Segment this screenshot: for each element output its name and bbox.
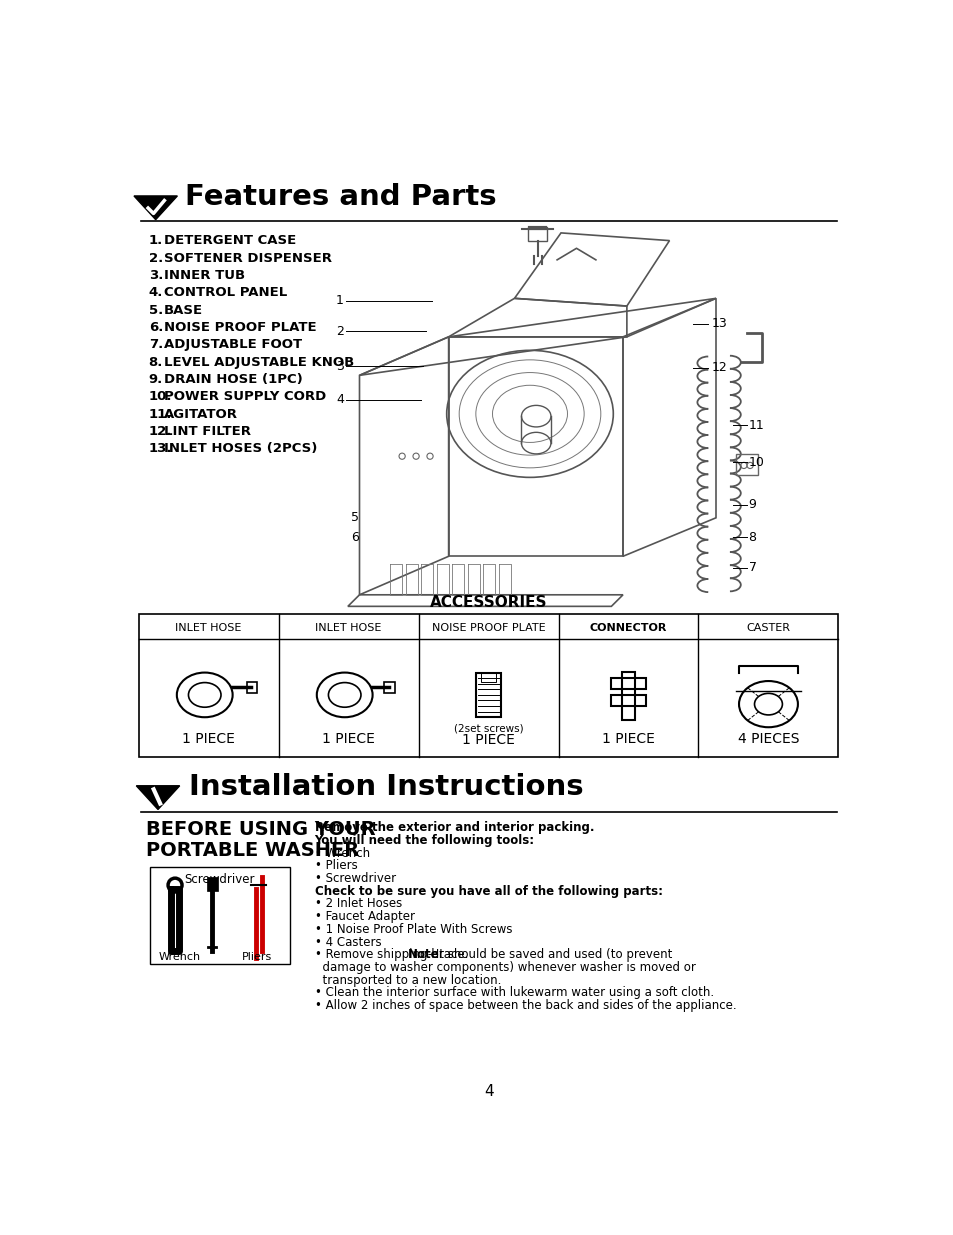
- Text: 3.: 3.: [149, 269, 163, 282]
- Text: DETERGENT CASE: DETERGENT CASE: [164, 235, 296, 247]
- Text: 1 PIECE: 1 PIECE: [461, 734, 515, 747]
- Text: • Pliers: • Pliers: [314, 860, 357, 872]
- Text: 12: 12: [711, 361, 727, 374]
- Text: Wrench: Wrench: [158, 952, 200, 962]
- Text: CONNECTOR: CONNECTOR: [589, 622, 666, 632]
- Text: • 2 Inlet Hoses: • 2 Inlet Hoses: [314, 898, 401, 910]
- Text: 6: 6: [352, 531, 359, 543]
- Text: 1: 1: [335, 294, 344, 308]
- Text: 4.: 4.: [149, 287, 163, 299]
- Text: 1 PIECE: 1 PIECE: [182, 732, 234, 746]
- Text: 11: 11: [748, 419, 763, 432]
- Polygon shape: [133, 196, 177, 220]
- Text: Features and Parts: Features and Parts: [185, 183, 497, 211]
- Text: Check to be sure you have all of the following parts:: Check to be sure you have all of the fol…: [314, 884, 661, 898]
- Text: • 4 Casters: • 4 Casters: [314, 936, 381, 948]
- Text: 2: 2: [335, 325, 344, 338]
- Text: 1.: 1.: [149, 235, 163, 247]
- Text: 8: 8: [748, 531, 756, 543]
- Text: (2set screws): (2set screws): [454, 722, 523, 734]
- Text: PORTABLE WASHER: PORTABLE WASHER: [146, 841, 359, 861]
- Text: 4 PIECES: 4 PIECES: [737, 732, 799, 746]
- Text: CONTROL PANEL: CONTROL PANEL: [164, 287, 287, 299]
- Text: 7: 7: [748, 562, 756, 574]
- Text: 4: 4: [335, 394, 344, 406]
- Text: INNER TUB: INNER TUB: [164, 269, 245, 282]
- Text: • Faucet Adapter: • Faucet Adapter: [314, 910, 415, 923]
- Text: 7.: 7.: [149, 338, 163, 352]
- Text: 1 PIECE: 1 PIECE: [322, 732, 375, 746]
- Text: 12.: 12.: [149, 425, 172, 438]
- Text: NOISE PROOF PLATE: NOISE PROOF PLATE: [432, 622, 545, 632]
- FancyBboxPatch shape: [207, 877, 217, 892]
- Polygon shape: [136, 785, 179, 809]
- Text: 2.: 2.: [149, 252, 163, 264]
- Text: • Wrench: • Wrench: [314, 846, 369, 860]
- Text: damage to washer components) whenever washer is moved or: damage to washer components) whenever wa…: [314, 961, 695, 974]
- Text: DRAIN HOSE (1PC): DRAIN HOSE (1PC): [164, 373, 303, 387]
- Text: INLET HOSE: INLET HOSE: [175, 622, 241, 632]
- Text: 9.: 9.: [149, 373, 163, 387]
- Text: 4: 4: [483, 1084, 494, 1099]
- Text: LEVEL ADJUSTABLE KNOB: LEVEL ADJUSTABLE KNOB: [164, 356, 355, 369]
- Text: CASTER: CASTER: [745, 622, 790, 632]
- Text: 11.: 11.: [149, 408, 172, 421]
- Text: Screwdriver: Screwdriver: [185, 873, 255, 887]
- Text: Pliers: Pliers: [242, 952, 272, 962]
- Text: INLET HOSE: INLET HOSE: [315, 622, 381, 632]
- Text: BASE: BASE: [164, 304, 203, 316]
- Text: - It should be saved and used (to prevent: - It should be saved and used (to preven…: [423, 948, 671, 961]
- Text: NOISE PROOF PLATE: NOISE PROOF PLATE: [164, 321, 316, 333]
- Text: 5.: 5.: [149, 304, 163, 316]
- Text: POWER SUPPLY CORD: POWER SUPPLY CORD: [164, 390, 326, 404]
- Text: Installation Instructions: Installation Instructions: [189, 773, 583, 802]
- Text: • Screwdriver: • Screwdriver: [314, 872, 395, 885]
- Text: ADJUSTABLE FOOT: ADJUSTABLE FOOT: [164, 338, 302, 352]
- Text: • Remove shipping brace.: • Remove shipping brace.: [314, 948, 471, 961]
- Text: Note: Note: [407, 948, 438, 961]
- Text: 6.: 6.: [149, 321, 163, 333]
- Text: Remove the exterior and interior packing.: Remove the exterior and interior packing…: [314, 821, 594, 834]
- Text: SOFTENER DISPENSER: SOFTENER DISPENSER: [164, 252, 332, 264]
- Text: 13.: 13.: [149, 442, 172, 456]
- Text: AGITATOR: AGITATOR: [164, 408, 238, 421]
- Text: • 1 Noise Proof Plate With Screws: • 1 Noise Proof Plate With Screws: [314, 923, 512, 936]
- Text: 10: 10: [748, 456, 763, 469]
- Text: 8.: 8.: [149, 356, 163, 369]
- Text: 9: 9: [748, 498, 756, 511]
- Text: ACCESSORIES: ACCESSORIES: [430, 595, 547, 610]
- Text: 3: 3: [335, 359, 344, 373]
- Text: 13: 13: [711, 317, 727, 330]
- Text: BEFORE USING YOUR: BEFORE USING YOUR: [146, 820, 375, 839]
- Text: 5: 5: [351, 511, 359, 525]
- Text: • Clean the interior surface with lukewarm water using a soft cloth.: • Clean the interior surface with lukewa…: [314, 987, 713, 999]
- Text: 10.: 10.: [149, 390, 172, 404]
- Text: • Allow 2 inches of space between the back and sides of the appliance.: • Allow 2 inches of space between the ba…: [314, 999, 736, 1011]
- Text: transported to a new location.: transported to a new location.: [314, 973, 500, 987]
- Text: LINT FILTER: LINT FILTER: [164, 425, 251, 438]
- Text: INLET HOSES (2PCS): INLET HOSES (2PCS): [164, 442, 317, 456]
- Text: 1 PIECE: 1 PIECE: [601, 732, 655, 746]
- Text: You will need the following tools:: You will need the following tools:: [314, 834, 534, 847]
